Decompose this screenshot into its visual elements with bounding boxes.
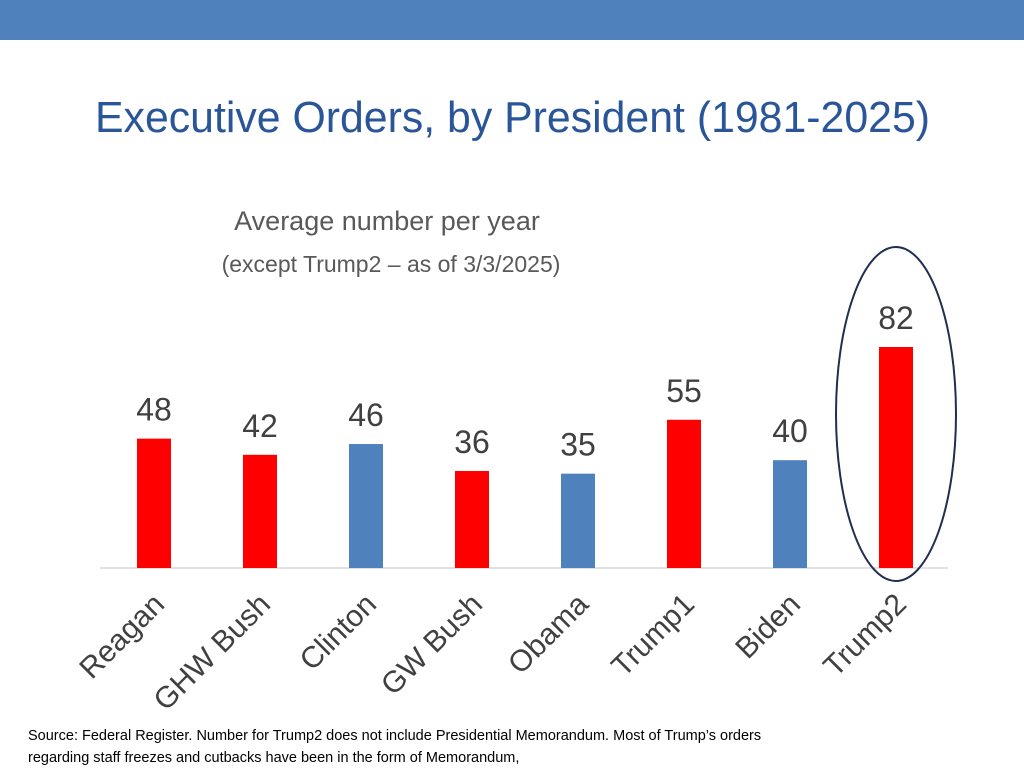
x-tick-label: Trump1 [605, 588, 701, 684]
source-line: regarding staff freezes and cutbacks hav… [28, 750, 519, 766]
bar [243, 454, 277, 568]
value-label: 82 [878, 300, 914, 336]
bar [349, 444, 383, 568]
value-label: 40 [772, 413, 808, 449]
subtitle: Average number per year [234, 206, 540, 236]
source-line: Source: Federal Register. Number for Tru… [28, 728, 761, 744]
bar [137, 438, 171, 568]
note: (except Trump2 – as of 3/3/2025) [222, 251, 561, 277]
bar [455, 470, 489, 568]
x-tick-label: Obama [502, 587, 595, 680]
value-label: 36 [454, 424, 490, 460]
top-band [0, 0, 1024, 40]
chart-title: Executive Orders, by President (1981-202… [95, 93, 930, 142]
value-label: 48 [136, 392, 172, 428]
x-tick-label: Reagan [73, 588, 171, 686]
bar [561, 473, 595, 568]
x-tick-label: Biden [729, 588, 807, 666]
value-label: 42 [242, 408, 278, 444]
bar [773, 460, 807, 568]
bar [879, 347, 913, 568]
highlight-ellipse [835, 246, 957, 582]
bar [667, 419, 701, 568]
value-label: 55 [666, 373, 702, 409]
x-tick-label: GW Bush [375, 588, 489, 702]
x-tick-label: Trump2 [817, 588, 913, 684]
value-label: 35 [560, 427, 596, 463]
x-tick-label: Clinton [294, 588, 383, 677]
value-label: 46 [348, 397, 384, 433]
